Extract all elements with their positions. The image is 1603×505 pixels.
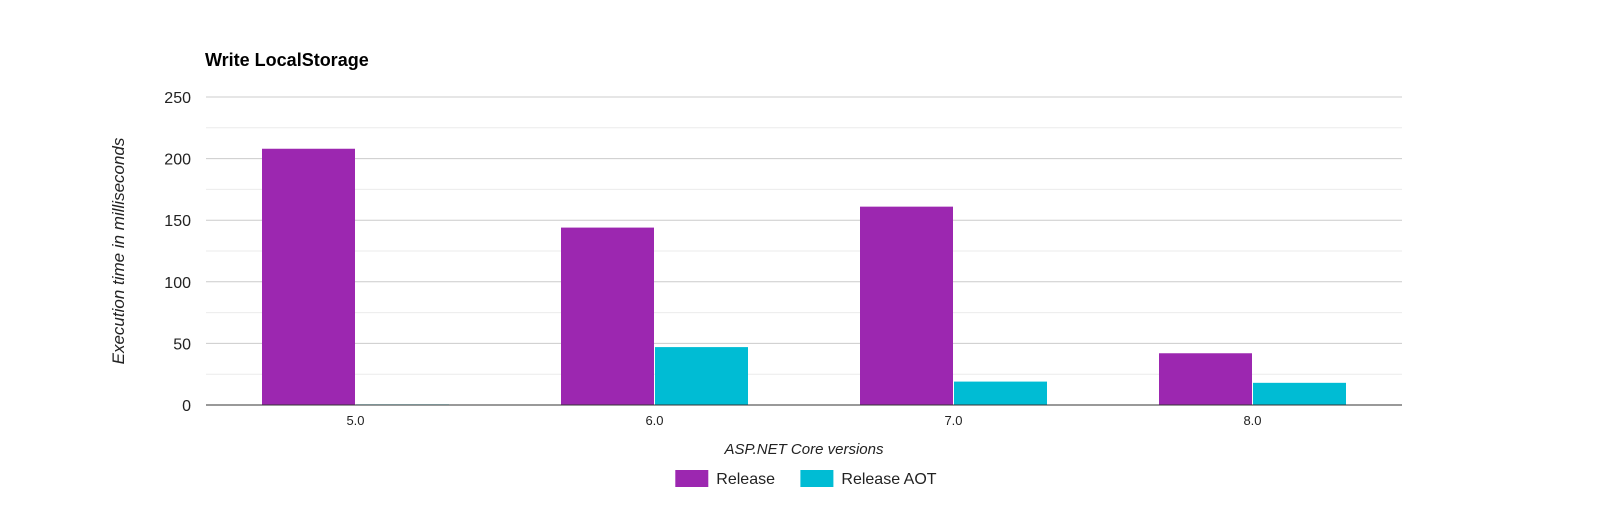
x-tick-label: 6.0	[645, 413, 663, 428]
bar-release-8.0	[1159, 353, 1252, 405]
legend-swatch	[800, 470, 834, 487]
bar-release-aot-8.0	[1253, 382, 1346, 405]
y-axis-title: Execution time in milliseconds	[109, 137, 128, 364]
bar-release-6.0	[561, 227, 654, 405]
legend-swatch	[675, 470, 709, 487]
bars	[262, 148, 1346, 405]
x-axis-title: ASP.NET Core versions	[724, 441, 884, 458]
y-axis-ticks: 0 50 100 150 200 250	[164, 90, 191, 415]
y-tick-label: 150	[164, 213, 191, 230]
y-tick-label: 250	[164, 90, 191, 107]
x-tick-label: 8.0	[1243, 413, 1261, 428]
x-tick-label: 7.0	[944, 413, 962, 428]
y-tick-label: 0	[182, 398, 191, 415]
legend-label: Release AOT	[841, 471, 936, 488]
bar-release-7.0	[860, 206, 953, 405]
legend-label: Release	[716, 471, 775, 488]
x-tick-label: 5.0	[346, 413, 364, 428]
bar-release-5.0	[262, 148, 355, 405]
y-tick-label: 100	[164, 275, 191, 292]
legend: Release Release AOT	[675, 470, 937, 488]
x-axis-ticks: 5.0 6.0 7.0 8.0	[346, 413, 1261, 428]
gridlines	[206, 96, 1402, 375]
y-tick-label: 50	[173, 336, 191, 353]
bar-release-aot-6.0	[655, 347, 748, 405]
y-tick-label: 200	[164, 152, 191, 169]
bar-release-aot-7.0	[954, 381, 1047, 405]
chart-title: Write LocalStorage	[205, 50, 369, 70]
